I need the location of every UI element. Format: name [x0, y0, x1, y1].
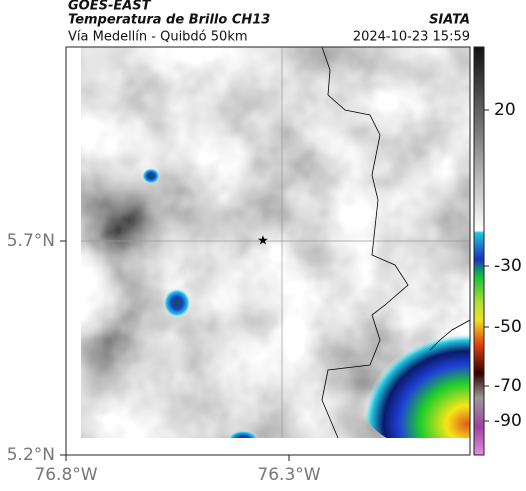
colorbar-tick-label: -90	[494, 411, 522, 431]
product: Temperatura de Brillo CH13	[68, 13, 270, 28]
colorbar-tick-label: -70	[494, 376, 522, 396]
location-marker: ★	[257, 234, 269, 249]
lat-tick-label: 5.7°N	[7, 231, 55, 251]
colorbar-tick-label: -30	[494, 256, 522, 276]
lon-tick-label: 76.8°W	[34, 465, 97, 485]
colorbar-tick-label: -50	[494, 317, 522, 337]
colorbar	[473, 46, 485, 456]
satellite-image: ★	[81, 47, 470, 438]
lat-tick-label: 5.2°N	[7, 445, 55, 465]
map-frame	[65, 46, 471, 456]
agency: SIATA	[429, 13, 470, 28]
boundary	[321, 47, 470, 438]
colorbar-tick-label: 20	[494, 100, 516, 120]
lon-tick-label: 76.3°W	[257, 465, 320, 485]
region: Vía Medellín - Quibdó 50km	[68, 30, 248, 45]
satellite: GOES-EAST	[68, 0, 152, 14]
timestamp: 2024-10-23 15:59	[353, 30, 470, 45]
